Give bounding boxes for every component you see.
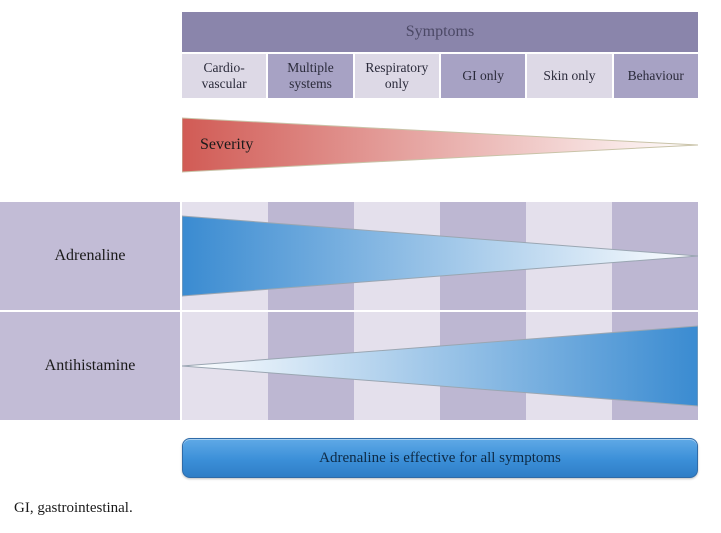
category-cell: Behaviour [614, 54, 698, 98]
category-row: Cardio-vascular Multiple systems Respira… [182, 54, 698, 98]
severity-wedge [182, 116, 698, 174]
treatment-row-antihistamine: Antihistamine [0, 312, 698, 420]
diagram-root: Symptoms Cardio-vascular Multiple system… [0, 0, 721, 533]
treatment-grid [182, 202, 698, 310]
category-label: Skin only [543, 68, 595, 84]
category-label: Behaviour [628, 68, 684, 84]
symptoms-header: Symptoms [182, 12, 698, 52]
category-cell: GI only [441, 54, 525, 98]
summary-banner: Adrenaline is effective for all symptoms [182, 438, 698, 478]
treatment-row-adrenaline: Adrenaline [0, 202, 698, 312]
treatment-grid [182, 312, 698, 420]
treatment-label: Antihistamine [0, 312, 182, 420]
category-cell: Cardio-vascular [182, 54, 266, 98]
category-label: Cardio-vascular [202, 60, 247, 91]
treatment-block: Adrenaline [0, 202, 698, 420]
category-cell: Respiratory only [355, 54, 439, 98]
adrenaline-wedge [182, 202, 698, 310]
severity-label: Severity [200, 136, 253, 154]
category-cell: Multiple systems [268, 54, 352, 98]
severity-row: Severity [182, 116, 698, 174]
category-label: Respiratory only [355, 60, 439, 91]
category-label: Multiple systems [268, 60, 352, 91]
category-cell: Skin only [527, 54, 611, 98]
antihistamine-wedge [182, 312, 698, 420]
treatment-label: Adrenaline [0, 202, 182, 310]
category-label: GI only [462, 68, 504, 84]
footnote: GI, gastrointestinal. [14, 500, 133, 517]
